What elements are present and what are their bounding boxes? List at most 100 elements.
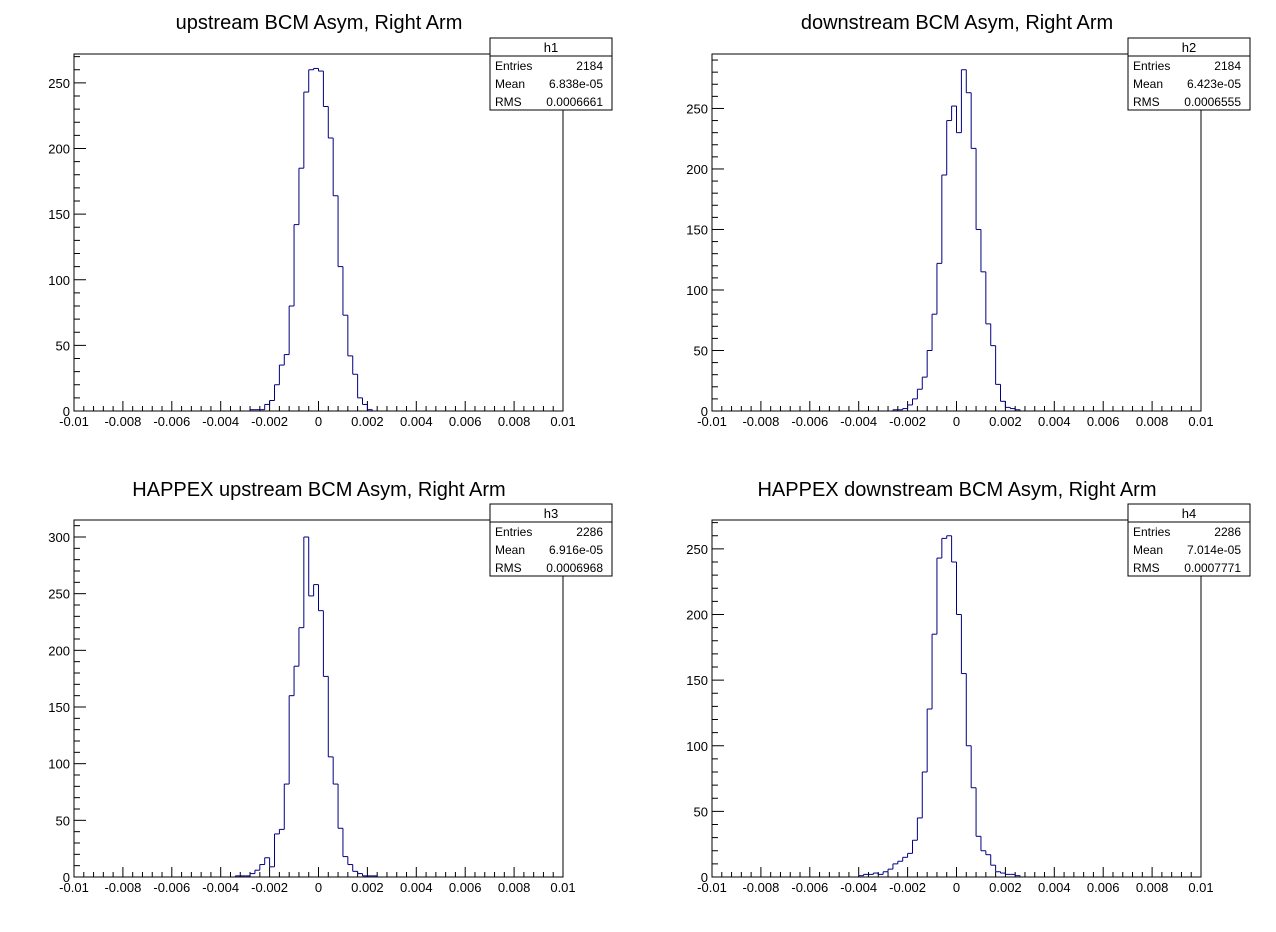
y-tick-label: 300: [48, 530, 70, 545]
x-tick-label: 0.002: [351, 880, 384, 895]
x-tick-label: 0.01: [550, 880, 575, 895]
x-tick-label: -0.008: [104, 880, 141, 895]
stats-box: h3 Entries 2286 Mean 6.916e-05 RMS 0.0006968: [489, 503, 613, 577]
stats-histogram-name: h4: [1182, 506, 1196, 521]
y-tick-label: 100: [48, 273, 70, 288]
y-tick-label: 250: [686, 542, 708, 557]
stats-value: 7.014e-05: [1187, 543, 1241, 557]
chart-title: upstream BCM Asym, Right Arm: [176, 12, 463, 34]
x-tick-label: -0.006: [791, 880, 828, 895]
x-tick-label: 0: [953, 880, 960, 895]
x-tick-label: -0.002: [251, 414, 288, 429]
y-tick-label: 200: [48, 142, 70, 157]
y-tick-label: 0: [701, 870, 708, 885]
x-tick-label: -0.006: [153, 880, 190, 895]
x-tick-label: 0.004: [400, 880, 433, 895]
x-tick-label: -0.004: [840, 414, 877, 429]
histogram-panel-2: downstream BCM Asym, Right Arm -0.01 -0.00…: [686, 12, 1251, 429]
x-tick-label: 0.008: [498, 414, 531, 429]
y-tick-label: 150: [48, 207, 70, 222]
x-tick-label: 0.006: [449, 880, 482, 895]
x-tick-label: -0.01: [697, 414, 727, 429]
x-tick-label: -0.006: [791, 414, 828, 429]
stats-value: 0.0006661: [546, 95, 603, 109]
stats-box: h4 Entries 2286 Mean 7.014e-05 RMS 0.0007771: [1127, 503, 1251, 577]
stats-value: 2286: [1214, 525, 1241, 539]
stats-label: Mean: [495, 543, 525, 557]
stats-label: Entries: [1133, 59, 1170, 73]
stats-label: Mean: [495, 77, 525, 91]
y-tick-label: 250: [686, 101, 708, 116]
stats-value: 0.0007771: [1184, 561, 1241, 575]
y-tick-label: 50: [694, 804, 708, 819]
stats-histogram-name: h2: [1182, 40, 1196, 55]
x-tick-label: -0.002: [889, 414, 926, 429]
x-tick-label: 0.002: [351, 414, 384, 429]
y-tick-label: 200: [686, 162, 708, 177]
stats-value: 0.0006555: [1184, 95, 1241, 109]
stats-histogram-name: h3: [544, 506, 558, 521]
stats-label: RMS: [495, 561, 522, 575]
x-tick-label: -0.006: [153, 414, 190, 429]
y-tick-label: 150: [686, 222, 708, 237]
y-tick-label: 250: [48, 587, 70, 602]
x-tick-label: -0.002: [251, 880, 288, 895]
x-tick-label: 0.006: [1087, 414, 1120, 429]
x-tick-label: 0: [315, 880, 322, 895]
x-tick-label: 0: [315, 414, 322, 429]
stats-label: Mean: [1133, 543, 1163, 557]
chart-title: HAPPEX upstream BCM Asym, Right Arm: [132, 479, 505, 501]
histogram-panel-3: HAPPEX upstream BCM Asym, Right Arm -0.01…: [48, 479, 613, 895]
y-tick-label: 50: [56, 813, 70, 828]
chart-title: downstream BCM Asym, Right Arm: [801, 12, 1113, 34]
x-tick-label: 0.01: [1188, 414, 1213, 429]
stats-value: 6.916e-05: [549, 543, 603, 557]
x-tick-label: -0.002: [889, 880, 926, 895]
stats-value: 6.838e-05: [549, 77, 603, 91]
stats-label: RMS: [1133, 95, 1160, 109]
x-tick-label: -0.01: [59, 880, 89, 895]
x-tick-label: 0.01: [1188, 880, 1213, 895]
stats-box: h2 Entries 2184 Mean 6.423e-05 RMS 0.0006555: [1127, 37, 1251, 111]
stats-value: 0.0006968: [546, 561, 603, 575]
x-tick-label: -0.004: [202, 880, 239, 895]
x-tick-label: 0.004: [400, 414, 433, 429]
x-tick-label: 0.008: [1136, 414, 1169, 429]
x-tick-label: 0: [953, 414, 960, 429]
x-tick-label: -0.008: [742, 880, 779, 895]
x-tick-label: 0.004: [1038, 414, 1071, 429]
stats-box: h1 Entries 2184 Mean 6.838e-05 RMS 0.0006661: [489, 37, 613, 111]
stats-label: Entries: [495, 525, 532, 539]
x-tick-label: -0.008: [742, 414, 779, 429]
chart-title: HAPPEX downstream BCM Asym, Right Arm: [757, 479, 1156, 501]
stats-histogram-name: h1: [544, 40, 558, 55]
stats-label: Entries: [495, 59, 532, 73]
y-tick-label: 250: [48, 76, 70, 91]
y-tick-label: 50: [694, 343, 708, 358]
y-tick-label: 100: [686, 283, 708, 298]
y-tick-label: 0: [63, 404, 70, 419]
x-tick-label: -0.004: [840, 880, 877, 895]
y-tick-label: 200: [686, 608, 708, 623]
y-tick-label: 200: [48, 643, 70, 658]
x-tick-label: 0.002: [989, 414, 1022, 429]
y-tick-label: 50: [56, 338, 70, 353]
x-tick-label: -0.01: [59, 414, 89, 429]
stats-label: RMS: [495, 95, 522, 109]
y-tick-label: 0: [63, 870, 70, 885]
stats-label: RMS: [1133, 561, 1160, 575]
stats-label: Mean: [1133, 77, 1163, 91]
y-tick-label: 150: [686, 673, 708, 688]
x-tick-label: -0.008: [104, 414, 141, 429]
x-tick-label: -0.01: [697, 880, 727, 895]
y-tick-label: 100: [48, 757, 70, 772]
y-tick-label: 150: [48, 700, 70, 715]
x-tick-label: 0.01: [550, 414, 575, 429]
stats-value: 2286: [576, 525, 603, 539]
x-tick-label: -0.004: [202, 414, 239, 429]
y-tick-label: 100: [686, 739, 708, 754]
x-tick-label: 0.008: [1136, 880, 1169, 895]
x-tick-label: 0.006: [449, 414, 482, 429]
y-tick-label: 0: [701, 404, 708, 419]
